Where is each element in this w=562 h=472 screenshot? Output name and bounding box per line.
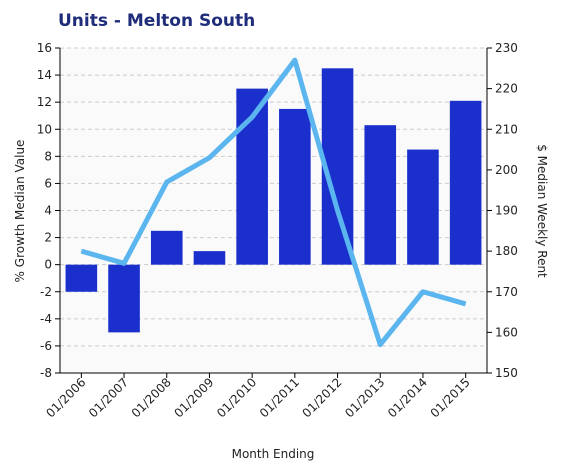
y-tick-label: 16 [37, 41, 52, 55]
bar [65, 264, 98, 292]
x-tick-label: 01/2008 [129, 375, 174, 420]
bar [407, 149, 439, 265]
x-tick-label: 01/2012 [300, 375, 345, 420]
bar [150, 230, 183, 265]
y2-tick-label: 220 [495, 82, 518, 96]
y-tick-label: -8 [40, 366, 52, 380]
chart-title: Units - Melton South [58, 11, 255, 31]
bar [279, 108, 311, 265]
bar [364, 125, 397, 265]
y2-tick-label: 170 [495, 285, 518, 299]
y-tick-label: 14 [37, 68, 52, 82]
y-tick-label: 8 [44, 149, 52, 163]
y-tick-label: 2 [44, 231, 52, 245]
x-tick-label: 01/2007 [86, 375, 131, 420]
y-tick-label: -6 [40, 339, 52, 353]
x-tick-label: 01/2006 [43, 375, 88, 420]
y2-tick-label: 200 [495, 163, 518, 177]
y-tick-label: 4 [44, 204, 52, 218]
line [80, 57, 467, 348]
y-tick-label: -4 [40, 312, 52, 326]
y-tick-label: 10 [37, 122, 52, 136]
x-tick-label: 01/2011 [257, 375, 302, 420]
y-tick-label: -2 [40, 285, 52, 299]
y2-tick-label: 190 [495, 204, 518, 218]
y2-tick-label: 210 [495, 122, 518, 136]
y2-tick-label: 150 [495, 366, 518, 380]
y-tick-label: 0 [44, 258, 52, 272]
x-tick-label: 01/2013 [342, 375, 387, 420]
bar [193, 251, 226, 265]
y-tick-label: 6 [44, 176, 52, 190]
y2-tick-label: 180 [495, 244, 518, 258]
y2-tick-label: 230 [495, 41, 518, 55]
x-tick-label: 01/2015 [428, 375, 473, 420]
x-axis-label: Month Ending [232, 447, 315, 461]
y2-tick-label: 160 [495, 325, 518, 339]
x-tick-label: 01/2009 [171, 375, 216, 420]
bar [449, 100, 482, 265]
y-tick-label: 12 [37, 95, 52, 109]
y2-axis-label: $ Median Weekly Rent [535, 144, 549, 278]
x-tick-label: 01/2014 [385, 375, 430, 420]
x-tick-label: 01/2010 [214, 375, 259, 420]
y-axis-label: % Growth Median Value [13, 140, 27, 283]
bar [108, 264, 140, 333]
